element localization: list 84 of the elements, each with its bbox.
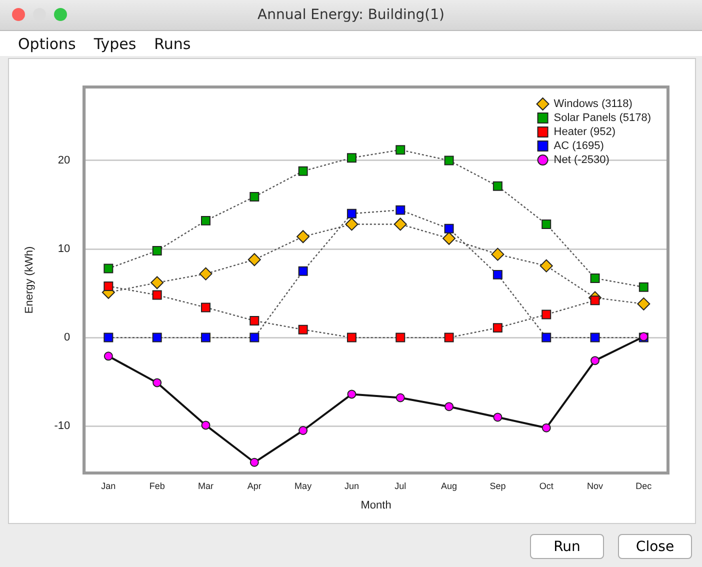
point [250,332,260,342]
y-tick-label: 10 [58,243,70,256]
point [396,145,406,155]
point [590,356,600,366]
y-tick-label: 0 [64,332,70,344]
point [104,264,114,274]
point [298,166,308,176]
point [492,181,502,191]
point [250,316,260,326]
x-tick-label: May [294,480,312,491]
point [394,218,407,231]
point [542,219,552,229]
point [201,420,210,430]
point [104,332,114,342]
point [201,216,210,226]
point [396,205,406,215]
point [104,281,114,291]
point [590,273,600,283]
point [396,393,405,402]
point [346,153,356,163]
point [152,246,162,256]
text: Options [18,34,76,52]
point [444,224,454,234]
x-tick-label: Nov [587,480,604,491]
legend-label: Solar Panels (5178) [554,112,652,124]
point [201,332,210,342]
point [492,323,502,333]
text: Runs [154,34,191,52]
point [540,259,553,272]
text: Types [94,34,136,52]
x-tick-label: Feb [149,480,165,491]
x-axis-title: Month [360,499,392,512]
point [346,208,356,218]
point [637,297,650,310]
point [542,310,552,320]
text: Run [530,534,604,559]
point [298,324,308,334]
x-tick-label: Jul [394,480,406,491]
x-tick-label: Jan [101,480,116,491]
point [444,156,454,166]
legend-label: Net (-2530) [554,154,610,166]
point [248,253,261,266]
point [492,270,502,280]
legend-label: AC (1695) [554,140,604,152]
point [638,282,648,292]
x-tick-label: Mar [198,480,214,491]
point [542,423,551,432]
x-tick-label: Apr [247,480,262,491]
point [444,402,454,412]
point [152,332,162,342]
x-tick-label: Aug [441,480,458,491]
point [347,390,356,399]
point [298,266,308,276]
point [345,218,358,231]
point [150,276,164,290]
x-tick-label: Jun [344,480,359,491]
legend-label: Windows (3118) [554,98,632,110]
y-axis-title: Energy (kWh) [24,246,36,314]
y-tick-label: -10 [54,420,70,432]
x-tick-label: Oct [539,480,554,491]
x-tick-label: Dec [636,480,652,491]
text: Close [618,534,692,559]
legend-label: Heater (952) [554,126,616,138]
point [346,332,356,342]
point [199,267,212,280]
point [590,332,600,342]
point [298,426,308,436]
point [396,332,406,342]
point [542,332,552,342]
chart-title: Annual Energy: Building(1) [256,7,446,23]
point [250,458,259,467]
point [201,302,210,312]
point [442,232,456,245]
point [152,290,162,300]
point [152,378,162,388]
point [491,248,504,261]
x-tick-label: Sep [490,480,506,491]
point [250,192,260,202]
point [493,412,502,422]
point [104,352,113,361]
point [444,332,454,342]
y-tick-label: 20 [58,154,70,167]
point [590,296,600,306]
point [296,230,310,244]
